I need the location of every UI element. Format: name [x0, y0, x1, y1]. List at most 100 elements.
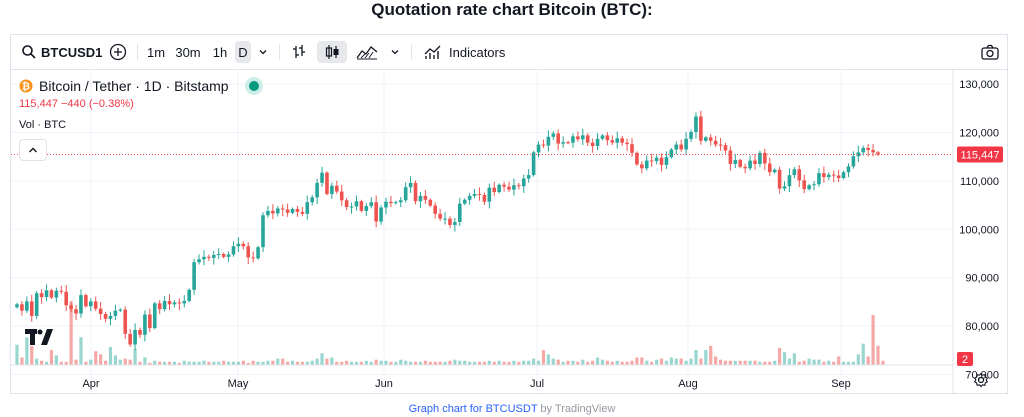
volume-bar — [536, 360, 541, 365]
candle — [123, 306, 128, 339]
candle — [315, 178, 319, 205]
volume-bar — [733, 360, 737, 365]
candle — [69, 302, 73, 313]
candle-body — [408, 182, 413, 188]
candle-body — [34, 293, 39, 316]
candle-body — [595, 138, 600, 147]
volume-bar — [325, 358, 329, 365]
candle — [679, 139, 683, 152]
volume-bar — [522, 360, 526, 365]
candle-body — [226, 254, 231, 257]
candles-style-button[interactable] — [317, 41, 347, 63]
volume-bar — [212, 361, 216, 365]
candle-body — [241, 243, 246, 247]
candle-body — [133, 329, 137, 345]
volume-bar — [94, 351, 98, 365]
interval-30m-button[interactable]: 30m — [173, 41, 203, 63]
candle-body — [472, 193, 477, 196]
volume-bar — [507, 361, 511, 365]
volume-bar — [187, 361, 191, 365]
symbol-search-button[interactable]: BTCUSD1 — [17, 41, 107, 63]
area-style-button[interactable] — [353, 41, 381, 63]
volume-bar — [532, 358, 536, 365]
volume-bar — [778, 347, 782, 365]
volume-bar — [192, 361, 196, 365]
auto-scale-settings-button[interactable] — [973, 372, 989, 393]
chart-source-link[interactable]: Graph chart for BTCUSDT — [408, 403, 538, 415]
candle-body — [162, 300, 167, 310]
interval-1m-button[interactable]: 1m — [145, 41, 167, 63]
candle-body — [467, 195, 472, 200]
candle-body — [615, 138, 620, 143]
candles-icon — [325, 45, 339, 59]
candle — [448, 216, 452, 229]
volume-bar — [202, 360, 206, 365]
x-tick-label: Jul — [530, 378, 544, 390]
candle — [738, 158, 743, 169]
candle-body — [684, 138, 688, 150]
x-tick-label: Sep — [831, 378, 851, 390]
volume-bar — [241, 360, 245, 365]
candle-body — [108, 315, 113, 319]
bar-style-button[interactable] — [287, 41, 311, 63]
candle — [713, 135, 718, 147]
candle-body — [330, 185, 334, 194]
volume-bar — [394, 361, 398, 365]
candle — [133, 323, 137, 351]
candle-body — [418, 195, 423, 202]
candle — [487, 183, 492, 209]
candle — [172, 300, 177, 308]
candle-body — [669, 149, 674, 158]
tradingview-logo[interactable] — [25, 327, 53, 352]
volume-bar — [812, 359, 816, 365]
volume-bar — [35, 358, 39, 365]
candle-body — [458, 203, 462, 223]
candle — [576, 131, 580, 142]
volume-bar — [487, 360, 491, 365]
volume-bar — [128, 359, 132, 365]
volume-bar — [30, 345, 34, 365]
chart-type-dropdown-button[interactable] — [387, 41, 403, 63]
interval-dropdown-button[interactable] — [255, 41, 271, 63]
candle-body — [433, 205, 437, 214]
candle-body — [398, 200, 403, 203]
indicators-button[interactable]: Indicators — [419, 41, 511, 63]
candle — [290, 207, 295, 215]
candle — [526, 169, 531, 183]
volume-bar — [177, 362, 181, 365]
candle-body — [453, 222, 457, 225]
candle — [335, 180, 339, 194]
candle — [502, 181, 506, 192]
legend-collapse-button[interactable] — [19, 139, 47, 161]
volume-bar — [802, 360, 806, 365]
volume-bar — [723, 360, 728, 365]
candle-body — [271, 210, 275, 214]
candle — [187, 288, 191, 303]
legend-title: Bitcoin / Tether · 1D · Bitstamp — [39, 78, 229, 94]
y-tick-label: 80,000 — [965, 321, 999, 333]
candle-body — [231, 246, 236, 255]
candle — [182, 295, 187, 308]
snapshot-button[interactable] — [977, 41, 1003, 63]
compare-add-button[interactable] — [107, 41, 129, 63]
volume-bar — [138, 361, 142, 365]
candle-body — [664, 157, 669, 165]
interval-1h-button[interactable]: 1h — [209, 41, 231, 63]
candle-body — [20, 304, 24, 311]
interval-d-button[interactable]: D — [235, 41, 251, 63]
volume-bar — [571, 360, 575, 365]
candle-body — [817, 173, 821, 185]
volume-bar — [182, 360, 186, 365]
candle — [403, 182, 408, 203]
candle-body — [369, 202, 374, 207]
candle — [64, 285, 68, 312]
candle-body — [679, 144, 683, 150]
volume-bar — [281, 358, 285, 365]
candle — [34, 290, 39, 320]
volume-bar — [458, 360, 462, 365]
volume-bar — [773, 360, 777, 365]
candle-body — [871, 149, 875, 153]
volume-bar — [330, 357, 334, 365]
candle-body — [167, 300, 172, 305]
volume-bar — [236, 361, 240, 365]
